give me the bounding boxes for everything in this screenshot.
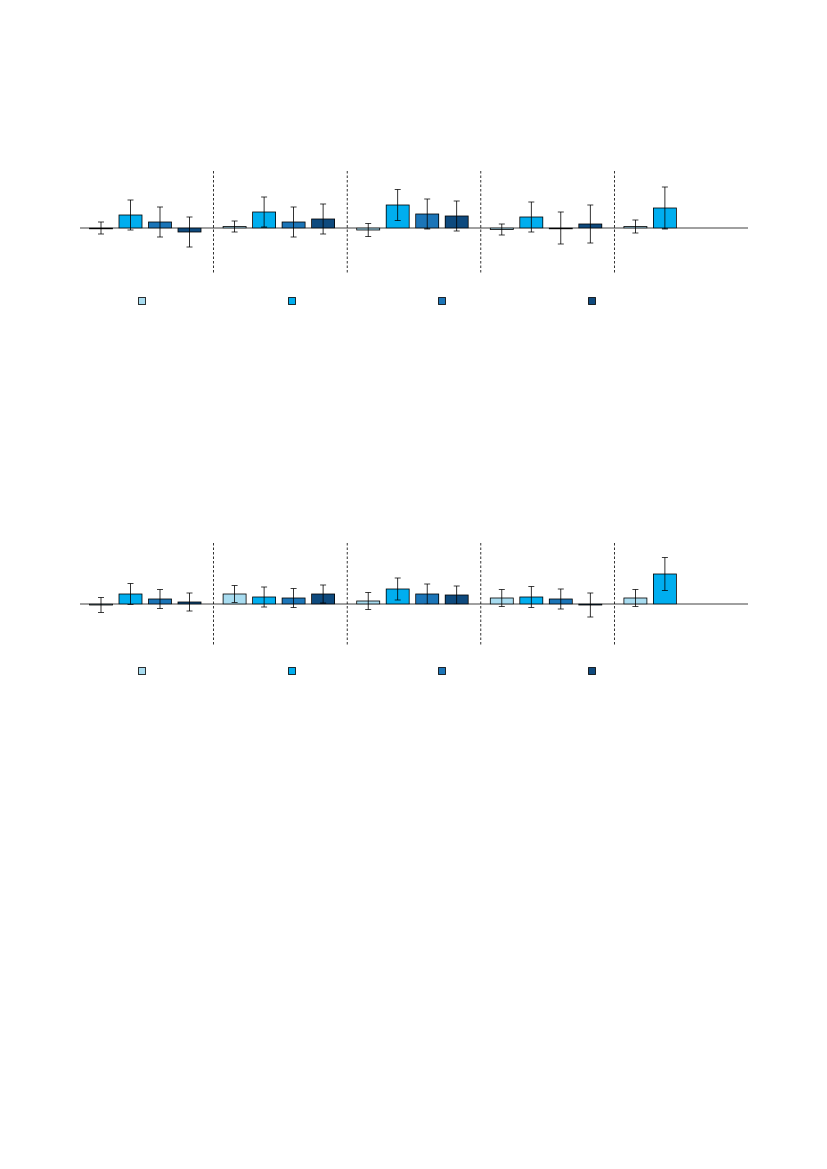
error-bar [587, 592, 594, 618]
error-bar [587, 204, 594, 244]
error-bar [424, 198, 431, 230]
error-bar [157, 206, 163, 238]
error-bar [231, 220, 238, 233]
error-bar [632, 589, 639, 607]
legend-swatch [288, 297, 296, 305]
error-bar [320, 584, 327, 604]
error-bar [157, 589, 163, 609]
error-bar [453, 200, 460, 232]
error-bar [261, 196, 268, 228]
error-bar [453, 585, 460, 605]
error-bar [394, 189, 401, 221]
error-bar [661, 186, 668, 230]
error-bar [320, 203, 327, 235]
error-bar [98, 597, 104, 613]
error-bar [127, 583, 134, 605]
error-bar [365, 223, 372, 237]
error-bar [632, 219, 639, 234]
legend-swatch [588, 667, 596, 675]
error-bar [98, 221, 104, 235]
legend-swatch [138, 667, 146, 675]
error-bar [498, 589, 505, 607]
legend-swatch [288, 667, 296, 675]
error-bar [290, 588, 297, 608]
error-bar [661, 557, 668, 591]
error-bar [186, 216, 193, 248]
error-bar [290, 206, 297, 238]
error-bar [394, 577, 401, 601]
legend-swatch [438, 667, 446, 675]
legend-swatch [438, 297, 446, 305]
error-bar [424, 583, 431, 605]
error-bar [557, 588, 564, 610]
error-bar [528, 586, 535, 608]
error-bar [127, 199, 134, 231]
error-bar [528, 201, 535, 233]
error-bar [498, 223, 505, 236]
error-bar [261, 586, 268, 608]
legend-swatch [588, 297, 596, 305]
error-bar [557, 211, 564, 245]
error-bar [231, 585, 238, 603]
error-bar [365, 592, 372, 610]
error-bar [186, 592, 193, 612]
legend-swatch [138, 297, 146, 305]
